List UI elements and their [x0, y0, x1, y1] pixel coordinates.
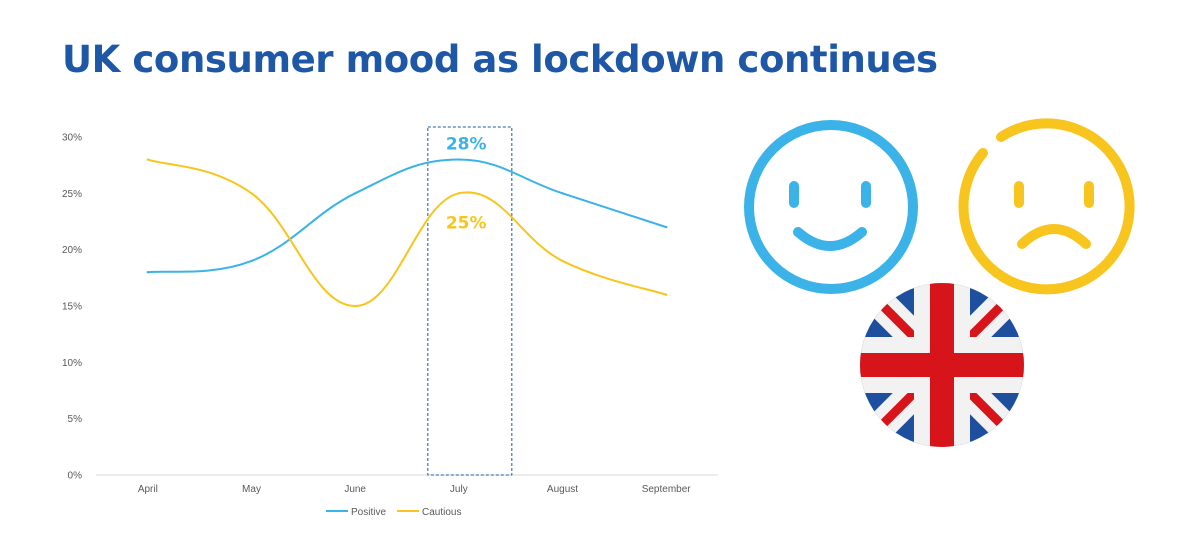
happy-face-icon [744, 120, 918, 294]
series-lines [146, 158, 668, 308]
x-tick-label: August [547, 484, 578, 495]
y-axis-ticks: 0% 5% 10% 15% 20% 25% 30% [62, 133, 82, 482]
data-point-cautious [457, 192, 461, 195]
x-tick-label: September [642, 484, 692, 495]
data-point-cautious [664, 293, 668, 296]
series-line-positive [147, 158, 667, 274]
x-tick-label: July [450, 484, 468, 495]
line-chart: 0% 5% 10% 15% 20% 25% 30% April May June July Augu… [62, 126, 718, 518]
y-tick-label: 20% [62, 245, 82, 256]
chart-legend: Positive Cautious [326, 507, 461, 518]
data-point-positive [664, 225, 668, 229]
sad-face-icon [958, 118, 1135, 295]
y-tick-label: 15% [62, 302, 82, 313]
data-point-positive [353, 192, 357, 195]
july-highlight-box [427, 126, 513, 476]
callout-cautious: 25% [446, 213, 487, 233]
y-tick-label: 10% [62, 358, 82, 369]
data-point-cautious [353, 304, 357, 308]
callout-positive: 28% [446, 135, 487, 155]
y-tick-label: 30% [62, 133, 82, 144]
data-point-positive [146, 271, 150, 274]
union-jack-flag-icon [860, 283, 1024, 447]
x-tick-label: April [138, 484, 158, 495]
data-point-positive [250, 259, 253, 263]
x-axis-ticks: April May June July August September [138, 484, 691, 495]
data-point-cautious [250, 192, 253, 195]
data-point-positive [561, 192, 564, 195]
data-point-cautious [146, 158, 150, 161]
legend-label-positive: Positive [351, 507, 386, 518]
y-tick-label: 5% [68, 414, 83, 425]
data-point-positive [457, 158, 461, 161]
data-point-cautious [561, 259, 564, 263]
x-tick-label: June [344, 484, 366, 495]
highlight-callouts: 28% 25% [446, 135, 487, 234]
legend-label-cautious: Cautious [422, 507, 461, 518]
x-tick-label: May [242, 484, 261, 495]
page-title: UK consumer mood as lockdown continues [62, 38, 938, 81]
y-tick-label: 25% [62, 189, 82, 200]
y-tick-label: 0% [68, 471, 83, 482]
